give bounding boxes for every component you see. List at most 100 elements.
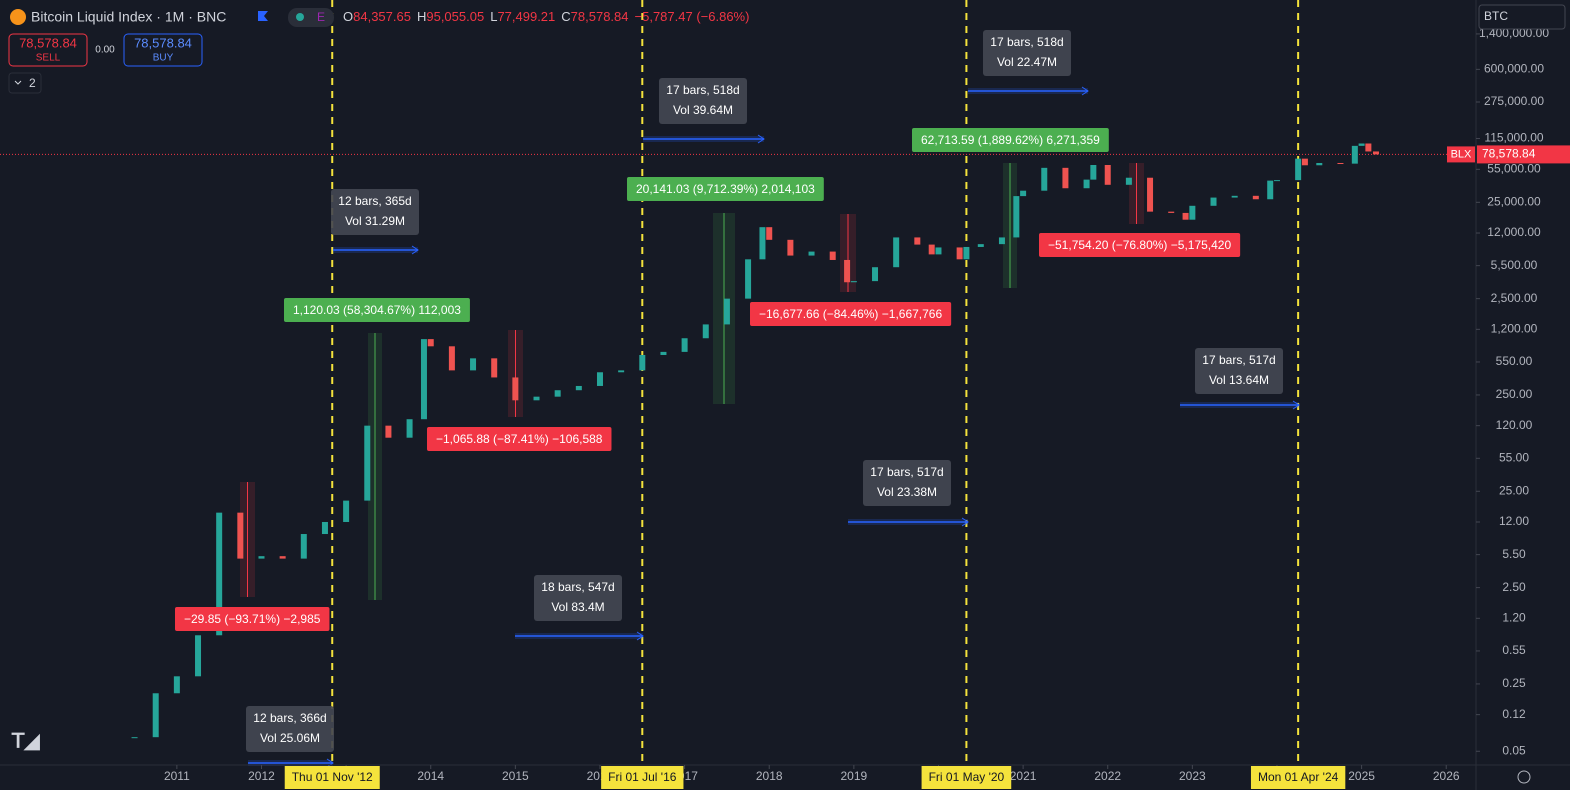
candle: [512, 377, 519, 401]
range-label-bg: [659, 78, 747, 124]
candle: [470, 358, 477, 371]
ohlc-key: C: [561, 9, 570, 24]
sell-button[interactable]: [8, 33, 88, 67]
y-tick-label: 2,500.00: [1491, 291, 1538, 305]
candle: [914, 237, 921, 245]
y-tick-label: 55,000.00: [1487, 162, 1541, 176]
y-tick-label: 120.00: [1496, 418, 1533, 432]
date-marker-label: Fri 01 Jul '16: [608, 770, 677, 784]
candle: [1358, 143, 1365, 146]
candle: [237, 512, 244, 559]
x-tick-label: 2015: [502, 769, 529, 783]
candle: [1090, 164, 1097, 180]
candle: [300, 534, 307, 559]
y-tick-label: 600,000.00: [1484, 62, 1544, 76]
price-range: 20,141.03 (9,712.39%) 2,014,103: [627, 177, 824, 201]
candle: [216, 512, 223, 636]
candle: [1125, 177, 1132, 185]
collapse-button[interactable]: [8, 72, 42, 94]
badge-text: E: [317, 10, 325, 24]
y-tick-label: 0.55: [1502, 643, 1526, 657]
flag[interactable]: [258, 11, 268, 21]
date-marker-label: Fri 01 May '20: [929, 770, 1005, 784]
range-vol: Vol 23.38M: [877, 485, 937, 499]
buy-label: BUY: [153, 53, 174, 64]
range-vol: Vol 83.4M: [551, 600, 604, 614]
price-tag: BLX 78,578.84: [1447, 145, 1570, 164]
range-label-bg: [912, 128, 1109, 152]
symbol: Bitcoin Liquid Index · 1M · BNC: [31, 9, 226, 25]
currency-select[interactable]: [1478, 4, 1566, 30]
candle: [279, 556, 286, 559]
candle: [759, 227, 766, 260]
y-tick-label: 0.25: [1502, 676, 1526, 690]
candle: [1301, 158, 1308, 166]
date-range: 18 bars, 547d Vol 83.4M: [515, 575, 644, 641]
buy-button[interactable]: [123, 33, 203, 67]
candle: [406, 419, 413, 438]
y-tick-label: 275,000.00: [1484, 94, 1544, 108]
candle: [1020, 190, 1027, 197]
range-bars: 17 bars, 517d: [1202, 353, 1275, 367]
candle: [364, 425, 371, 501]
x-tick-label: 2019: [841, 769, 868, 783]
candle: [681, 338, 688, 352]
range-label-bg: [863, 460, 951, 506]
arrow-head: [757, 134, 765, 144]
y-tick-label: 0.05: [1502, 743, 1526, 757]
date-range: 17 bars, 517d Vol 23.38M: [848, 460, 969, 527]
price-range: −29.85 (−93.71%) −2,985: [175, 607, 330, 631]
candle: [258, 556, 265, 559]
candle: [1189, 205, 1196, 220]
candle: [998, 237, 1005, 245]
price-range: 62,713.59 (1,889.62%) 6,271,359: [912, 128, 1109, 152]
ohlc-value: 78,578.84: [571, 9, 629, 24]
ohlc-value: 84,357.65: [353, 9, 411, 24]
y-tick-label: 115,000.00: [1484, 131, 1543, 145]
candle: [893, 237, 900, 268]
candle: [321, 521, 328, 535]
range-bars: 18 bars, 547d: [541, 580, 614, 594]
candle: [195, 635, 202, 677]
y-tick-label: 12.00: [1499, 514, 1529, 528]
y-tick-label: 1,400,000.00: [1479, 26, 1549, 40]
x-tick-label: 2022: [1094, 769, 1121, 783]
candle: [956, 247, 963, 260]
candle: [660, 351, 667, 355]
range-label-bg: [750, 302, 952, 326]
sell-label: SELL: [36, 53, 61, 64]
y-tick-label: 5.50: [1502, 547, 1526, 561]
date-marker-label: Mon 01 Apr '24: [1258, 770, 1339, 784]
range-label: −1,065.88 (−87.41%) −106,588: [436, 432, 603, 446]
date-range: 17 bars, 517d Vol 13.64M: [1180, 348, 1300, 410]
range-label-bg: [246, 706, 334, 752]
candle: [829, 251, 836, 260]
candle: [702, 324, 709, 339]
date-marker-bg: [921, 766, 1012, 789]
ohlc-key: H: [417, 9, 426, 24]
range-label-bg: [284, 298, 470, 322]
x-tick-label: 2012: [248, 769, 275, 783]
range-label: −29.85 (−93.71%) −2,985: [184, 612, 321, 626]
x-tick-label: 2018: [756, 769, 783, 783]
candle: [1337, 162, 1344, 164]
candle: [554, 390, 561, 397]
date-range: 17 bars, 518d Vol 22.47M: [968, 30, 1089, 96]
date-range: 12 bars, 365d Vol 31.29M: [331, 189, 419, 255]
range-label: −51,754.20 (−76.80%) −5,175,420: [1048, 238, 1231, 252]
arrow-head: [1292, 400, 1300, 410]
candle: [1231, 195, 1238, 198]
date-marker-label: Thu 01 Nov '12: [292, 770, 373, 784]
x-tick-label: 2025: [1348, 769, 1375, 783]
date-marker-bg: [601, 766, 684, 789]
candle: [1267, 180, 1274, 200]
price-range: −16,677.66 (−84.46%) −1,667,766: [750, 302, 952, 326]
badge[interactable]: [288, 8, 334, 27]
candle: [533, 396, 540, 401]
settings[interactable]: [1517, 770, 1531, 784]
candle: [935, 247, 942, 255]
candle: [343, 500, 350, 522]
y-tick-label: 5,500.00: [1491, 258, 1538, 272]
range-bars: 12 bars, 365d: [338, 194, 411, 208]
